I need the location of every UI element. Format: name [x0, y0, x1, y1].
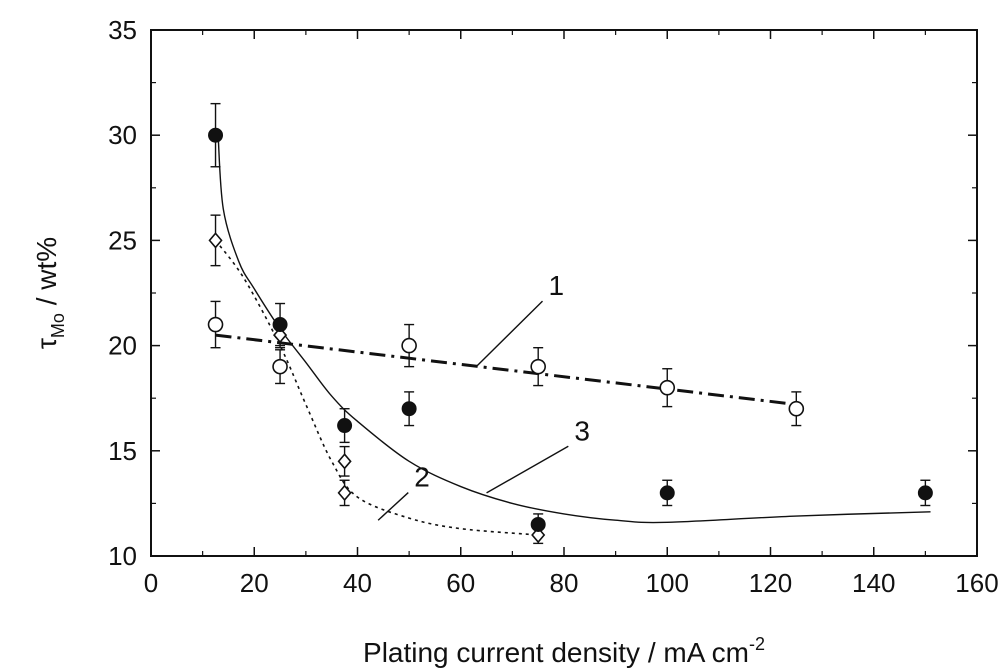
data-markers [207, 127, 933, 544]
fit-line-3 [217, 135, 931, 524]
y-tick-label: 30 [108, 120, 137, 150]
x-axis-title: Plating current density / mA cm-2 [363, 634, 765, 668]
data-point-open-diamond [273, 326, 288, 344]
data-point-open-diamond [531, 526, 546, 544]
y-tick-label: 10 [108, 541, 137, 571]
axis-ticks [150, 29, 978, 557]
data-point-filled-circle [659, 485, 675, 501]
curve-label-2: 2 [414, 462, 430, 493]
x-axis-title-superscript: -2 [749, 634, 765, 654]
data-point-filled-circle [401, 401, 417, 417]
data-point-open-circle [659, 379, 676, 396]
data-point-open-circle [401, 337, 417, 354]
data-point-open-circle [272, 358, 288, 375]
data-point-open-diamond [337, 484, 352, 502]
data-point-open-circle [207, 316, 224, 333]
y-axis-title-symbol: τ [31, 338, 62, 349]
x-tick-label: 120 [749, 568, 792, 598]
y-tick-label: 25 [108, 225, 137, 255]
data-point-open-diamond [337, 453, 352, 470]
y-tick-label: 15 [108, 436, 137, 466]
x-tick-label: 20 [240, 568, 269, 598]
curve-label-1: 1 [549, 270, 565, 301]
x-tick-label: 80 [550, 568, 579, 598]
y-axis-title-unit: / wt% [31, 237, 62, 313]
x-tick-label: 160 [955, 568, 998, 598]
x-axis-title-main: Plating current density / mA cm [363, 637, 749, 668]
x-tick-label: 100 [646, 568, 689, 598]
y-tick-labels: 10 15 20 25 30 35 [108, 15, 137, 571]
x-tick-label: 40 [343, 568, 372, 598]
fit-lines [214, 135, 931, 536]
data-point-filled-circle [272, 317, 288, 333]
x-tick-label: 0 [144, 568, 158, 598]
data-point-open-diamond [208, 232, 223, 249]
annotation-leader-line [475, 300, 544, 368]
data-point-filled-circle [530, 516, 546, 532]
annotation-leader-line [377, 492, 409, 521]
curve-annotations: 1 2 3 [377, 270, 590, 521]
annotation-leader-line [486, 445, 569, 494]
y-tick-label: 35 [108, 15, 137, 45]
y-axis-title-subscript: Mo [48, 313, 68, 338]
x-tick-label: 140 [852, 568, 895, 598]
curve-label-3: 3 [574, 415, 590, 446]
data-point-filled-circle [208, 127, 224, 143]
x-tick-label: 60 [446, 568, 475, 598]
data-point-filled-circle [917, 485, 933, 501]
x-tick-labels: 0 20 40 60 80 100 120 140 160 [144, 568, 999, 598]
error-bars [210, 102, 931, 545]
fit-line-1 [215, 333, 797, 407]
y-tick-label: 20 [108, 331, 137, 361]
data-point-open-circle [788, 400, 805, 417]
data-point-open-circle [530, 358, 546, 375]
y-axis-title: τMo / wt% [31, 237, 68, 349]
data-point-filled-circle [337, 418, 353, 434]
